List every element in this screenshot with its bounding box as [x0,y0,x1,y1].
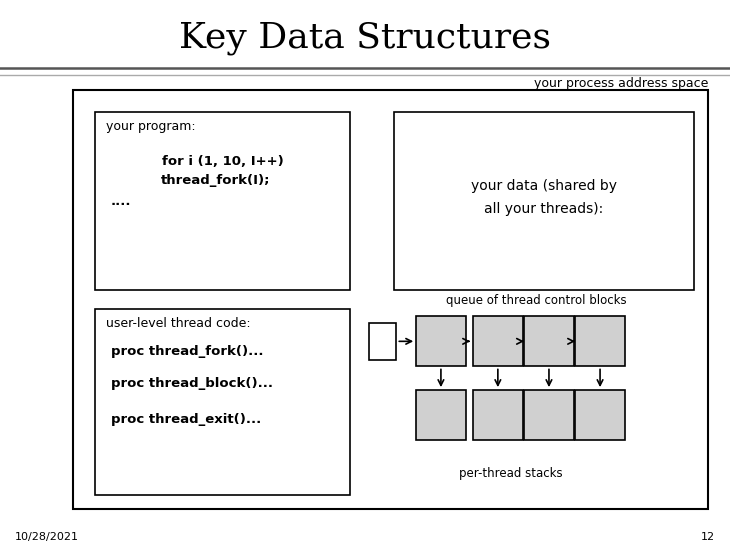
Text: all your threads):: all your threads): [484,202,604,216]
Text: Key Data Structures: Key Data Structures [179,21,551,55]
FancyBboxPatch shape [416,316,466,366]
FancyBboxPatch shape [369,323,396,360]
FancyBboxPatch shape [575,390,625,440]
Text: 12: 12 [702,532,715,542]
Text: proc thread_fork()...: proc thread_fork()... [111,345,264,358]
FancyBboxPatch shape [524,316,574,366]
Text: thread_fork(I);: thread_fork(I); [161,174,270,187]
Text: your process address space: your process address space [534,77,708,90]
Text: your data (shared by: your data (shared by [471,179,617,193]
Text: user-level thread code:: user-level thread code: [106,317,250,330]
FancyBboxPatch shape [394,112,694,290]
Text: ....: .... [111,195,131,208]
Text: 10/28/2021: 10/28/2021 [15,532,79,542]
Text: proc thread_exit()...: proc thread_exit()... [111,413,261,426]
FancyBboxPatch shape [73,90,708,509]
FancyBboxPatch shape [575,316,625,366]
FancyBboxPatch shape [473,390,523,440]
FancyBboxPatch shape [524,390,574,440]
FancyBboxPatch shape [95,112,350,290]
Text: per-thread stacks: per-thread stacks [459,467,563,480]
Text: your program:: your program: [106,120,196,133]
Text: queue of thread control blocks: queue of thread control blocks [446,294,627,307]
Text: for i (1, 10, I++): for i (1, 10, I++) [162,155,283,168]
FancyBboxPatch shape [473,316,523,366]
Text: proc thread_block()...: proc thread_block()... [111,377,273,391]
FancyBboxPatch shape [416,390,466,440]
FancyBboxPatch shape [95,309,350,495]
